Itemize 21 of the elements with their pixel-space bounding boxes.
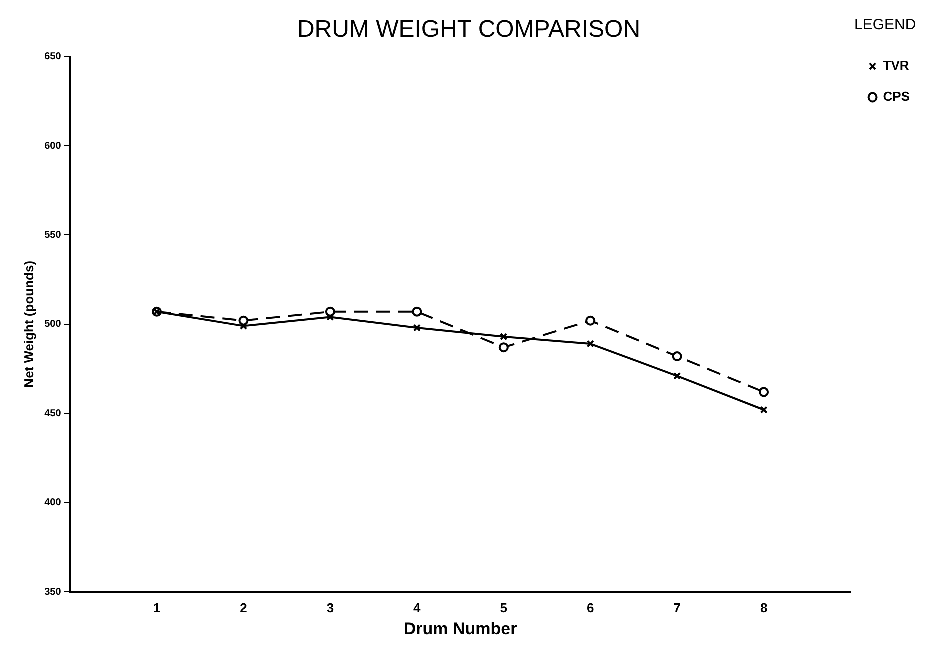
x-tick-label: 3 <box>326 600 334 616</box>
x-tick-label: 4 <box>414 600 422 616</box>
y-axis-title: Net Weight (pounds) <box>21 260 36 388</box>
legend-label: TVR <box>883 58 910 74</box>
y-tick-label: 600 <box>44 140 62 152</box>
chart-title: DRUM WEIGHT COMPARISON <box>297 16 641 44</box>
y-tick-label: 500 <box>44 319 62 330</box>
x-tick-label: 6 <box>586 600 594 616</box>
y-tick-label: 350 <box>44 586 62 598</box>
x-tick-label: 7 <box>674 600 681 616</box>
y-tick-label: 400 <box>44 498 62 509</box>
x-tick-label: 1 <box>153 600 161 616</box>
y-tick-label: 650 <box>44 52 62 63</box>
x-tick-label: 8 <box>760 600 768 616</box>
x-axis-title: Drum Number <box>404 619 518 638</box>
legend-title: LEGEND <box>854 16 916 34</box>
x-tick-label: 2 <box>240 600 248 616</box>
x-tick-label: 5 <box>500 600 508 616</box>
y-tick-label: 550 <box>44 230 62 241</box>
y-tick-label: 450 <box>44 408 62 420</box>
legend-label: CPS <box>883 89 910 104</box>
